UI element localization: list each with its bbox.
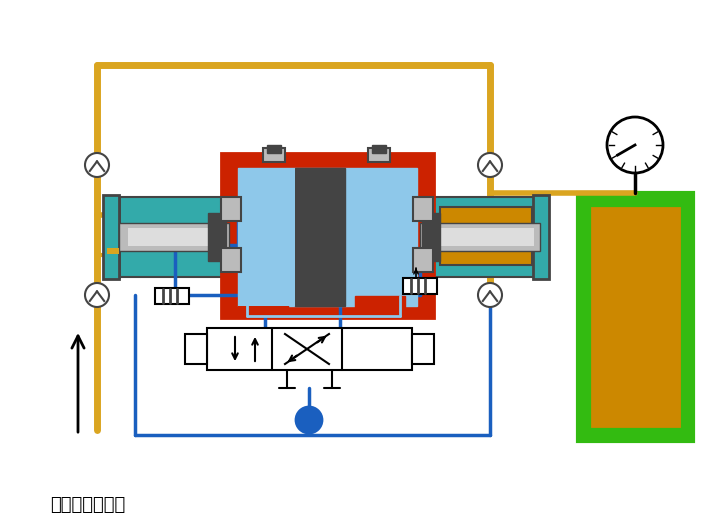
Circle shape	[478, 153, 502, 177]
Bar	[221, 197, 241, 221]
Bar	[238, 168, 417, 306]
Bar	[422, 213, 440, 261]
Bar	[119, 223, 229, 251]
Bar	[420, 223, 540, 251]
Bar	[105, 197, 227, 277]
Bar	[107, 248, 119, 254]
Text: 需增压气体入口: 需增压气体入口	[50, 496, 125, 514]
Bar	[207, 328, 412, 370]
Bar	[208, 213, 226, 261]
Bar	[263, 148, 285, 162]
Bar	[103, 195, 119, 279]
Bar	[592, 208, 679, 426]
Circle shape	[85, 283, 109, 307]
Bar	[128, 228, 223, 246]
Bar	[533, 195, 549, 279]
Bar	[295, 168, 345, 306]
Circle shape	[85, 153, 109, 177]
Bar	[413, 248, 433, 272]
Bar	[424, 228, 534, 246]
Bar	[413, 197, 433, 221]
Bar	[221, 248, 241, 272]
Bar	[368, 148, 390, 162]
Bar	[185, 334, 207, 364]
Bar	[105, 197, 119, 277]
Bar	[440, 207, 532, 265]
Bar	[412, 334, 434, 364]
Bar	[238, 168, 295, 306]
Bar	[372, 145, 386, 153]
Bar	[403, 278, 437, 294]
Bar	[238, 296, 288, 316]
Bar	[433, 197, 545, 277]
Circle shape	[296, 407, 322, 433]
Bar	[355, 296, 405, 316]
Bar	[267, 145, 281, 153]
Bar	[155, 288, 189, 304]
Circle shape	[607, 117, 663, 173]
Bar	[578, 193, 693, 441]
Bar	[221, 153, 434, 318]
Circle shape	[478, 283, 502, 307]
